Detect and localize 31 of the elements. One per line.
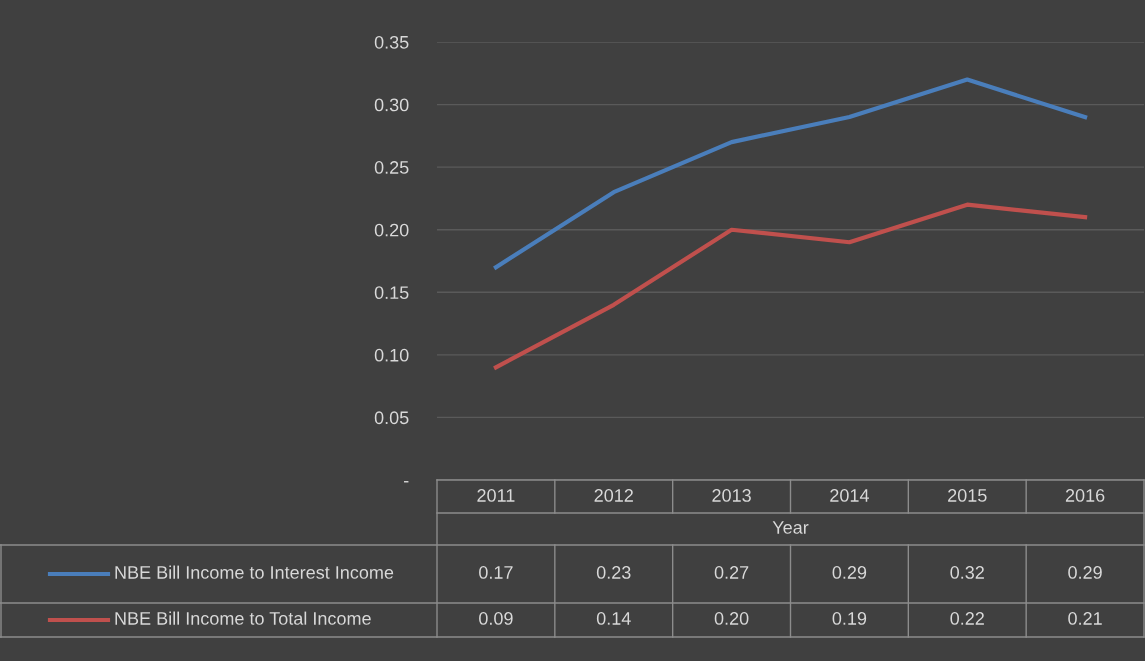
line-series [493, 77, 1088, 270]
legend-label: NBE Bill Income to Interest Income [115, 565, 394, 579]
data-label: 0.29 [1068, 566, 1102, 579]
x-tick-label: 2013 [712, 489, 751, 502]
y-tick-label: 0.10 [374, 348, 409, 362]
data-label: 0.17 [479, 566, 513, 579]
y-tick-label: 0.25 [374, 161, 409, 174]
data-label: 0.27 [714, 566, 749, 579]
y-tick-label: 0.35 [374, 35, 409, 49]
x-tick-label: 2015 [948, 489, 987, 502]
line-series [493, 202, 1088, 370]
data-label: 0.09 [479, 612, 513, 625]
y-tick-label: 0.05 [374, 411, 409, 425]
legend-label: NBE Bill Income to Total Income [115, 611, 371, 625]
data-label: 0.19 [832, 612, 867, 625]
x-tick-label: 2011 [477, 489, 515, 502]
x-tick-label: 2012 [594, 489, 633, 502]
data-label: 0.22 [950, 612, 984, 625]
data-label: 0.29 [832, 566, 867, 579]
y-tick-label: 0.15 [374, 286, 409, 300]
x-tick-label: 2014 [830, 489, 869, 502]
y-tick-label: 0.30 [374, 98, 409, 112]
data-label: 0.21 [1068, 612, 1102, 625]
data-label: 0.23 [596, 566, 631, 579]
x-axis-title: Year [772, 521, 809, 534]
data-label: 0.32 [950, 566, 984, 579]
x-tick-label: 2016 [1065, 489, 1105, 502]
y-tick-label: - [404, 481, 409, 483]
data-label: 0.14 [596, 612, 631, 625]
data-label: 0.20 [714, 612, 749, 625]
y-tick-label: 0.20 [374, 223, 409, 237]
